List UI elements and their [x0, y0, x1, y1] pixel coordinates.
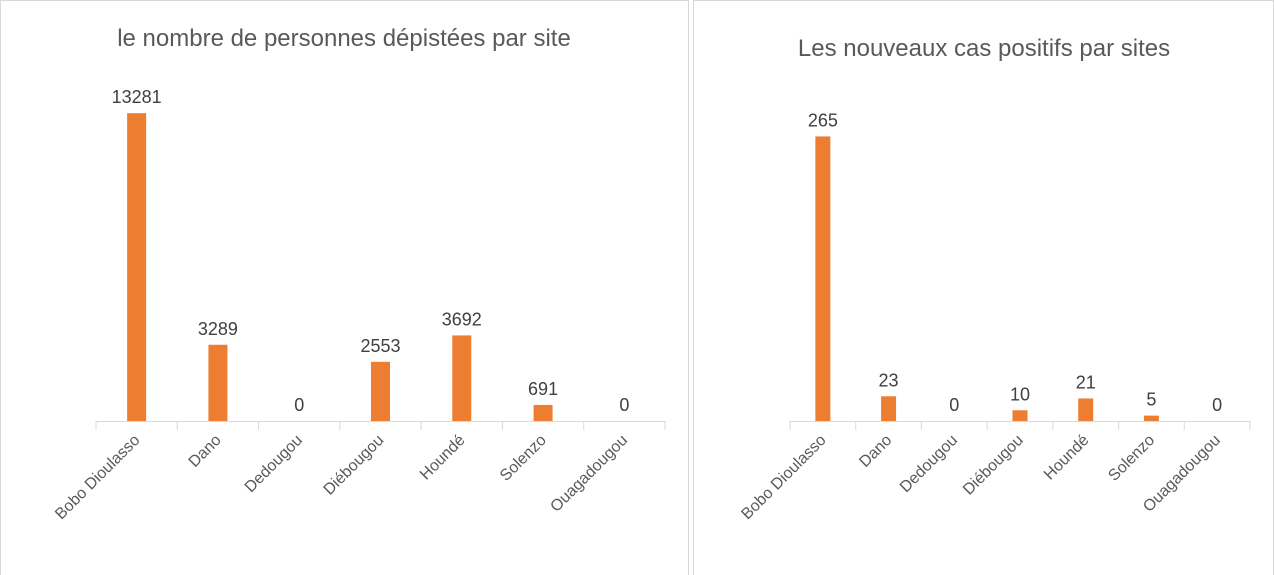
bar [1078, 398, 1094, 421]
bar [881, 396, 897, 421]
data-label: 0 [949, 395, 959, 415]
bar [452, 335, 472, 421]
data-label: 2553 [360, 336, 400, 356]
data-label: 691 [528, 379, 558, 399]
data-label: 3692 [442, 309, 482, 329]
panel-right [693, 0, 1274, 575]
data-label: 10 [1010, 384, 1030, 404]
data-label: 5 [1146, 390, 1156, 410]
panel-left [0, 0, 689, 575]
bar [1012, 410, 1028, 421]
data-label: 3289 [198, 319, 238, 339]
data-label: 0 [294, 395, 304, 415]
data-label: 0 [619, 395, 629, 415]
data-label: 23 [879, 370, 899, 390]
data-label: 265 [808, 110, 838, 130]
bar [208, 344, 228, 421]
bar [815, 136, 831, 422]
data-label: 0 [1212, 395, 1222, 415]
bar [371, 361, 390, 421]
bar [533, 404, 553, 421]
data-label: 21 [1076, 372, 1096, 392]
bar [127, 113, 147, 422]
chart-title: Les nouveaux cas positifs par sites [798, 35, 1170, 62]
data-label: 13281 [112, 87, 162, 107]
chart-title: le nombre de personnes dépistées par sit… [117, 25, 571, 52]
bar [1143, 415, 1159, 421]
